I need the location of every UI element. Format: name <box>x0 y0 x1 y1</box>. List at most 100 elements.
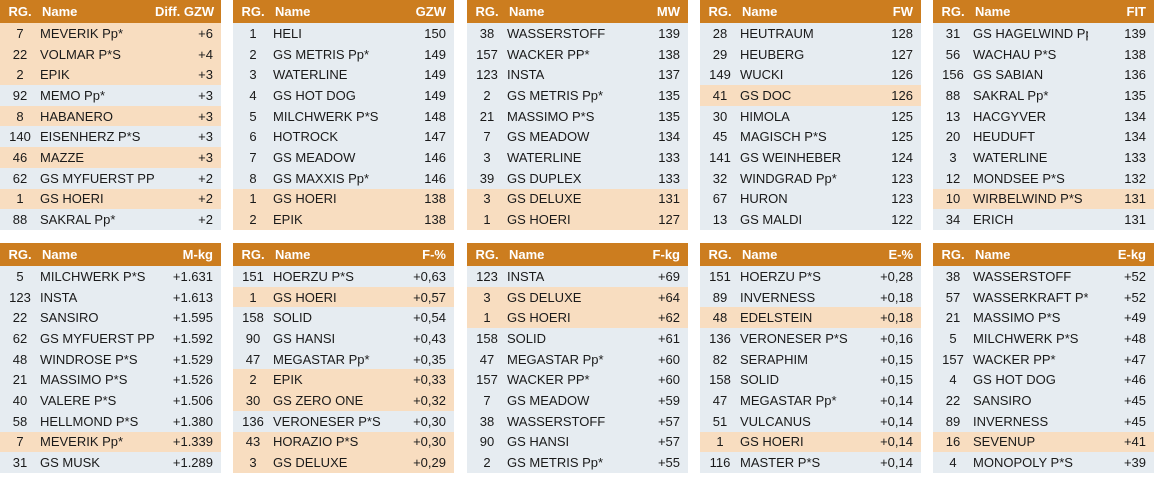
value-cell: 139 <box>622 23 688 44</box>
value-cell: 149 <box>388 43 454 65</box>
rank-cell: 21 <box>0 369 40 391</box>
table-row: 82 SERAPHIM +0,15 <box>700 348 921 370</box>
table-row: 10 WIRBELWIND P*S 131 <box>933 188 1154 210</box>
table-row: 92 MEMO Pp* +3 <box>0 85 221 106</box>
name-cell: GS HOERI <box>507 307 622 329</box>
rank-cell: 157 <box>933 348 973 370</box>
value-cell: 139 <box>1088 23 1154 44</box>
name-cell: SOLID <box>507 328 622 349</box>
rank-cell: 149 <box>700 64 740 86</box>
value-cell: 135 <box>622 105 688 127</box>
value-cell: +4 <box>155 43 221 65</box>
name-cell: WINDROSE P*S <box>40 348 155 370</box>
value-cell: +1.529 <box>155 348 221 370</box>
name-cell: HABANERO <box>40 105 155 127</box>
value-cell: +0,33 <box>388 369 454 391</box>
value-cell: 131 <box>1088 188 1154 210</box>
value-cell: +2 <box>155 167 221 189</box>
column-header-name: Name <box>507 0 622 23</box>
rank-cell: 22 <box>0 43 40 65</box>
ranking-table: RG. Name E-% 151 HOERZU P*S +0,28 89 INVERNESS +… <box>700 243 921 473</box>
table-row: 32 WINDGRAD Pp* 123 <box>700 167 921 189</box>
table-row: 123 INSTA 137 <box>467 64 688 86</box>
rank-cell: 3 <box>467 147 507 168</box>
table-row: 13 HACGYVER 134 <box>933 105 1154 127</box>
value-cell: +41 <box>1088 431 1154 453</box>
name-cell: GS METRIS Pp* <box>273 43 388 65</box>
column-header-rank: RG. <box>233 243 273 266</box>
name-cell: WACKER PP* <box>507 43 622 65</box>
name-cell: MILCHWERK P*S <box>40 266 155 287</box>
rank-cell: 57 <box>933 286 973 308</box>
value-cell: +0,57 <box>388 286 454 308</box>
value-cell: +0,15 <box>855 369 921 391</box>
name-cell: GS DELUXE <box>507 188 622 210</box>
table-row: 136 VERONESER P*S +0,16 <box>700 328 921 349</box>
value-cell: +3 <box>155 147 221 168</box>
table-row: 34 ERICH 131 <box>933 209 1154 230</box>
table-row: 46 MAZZE +3 <box>0 147 221 168</box>
table-header: RG. Name MW <box>467 0 688 23</box>
rank-cell: 47 <box>467 348 507 370</box>
column-header-rank: RG. <box>467 243 507 266</box>
table-row: 56 WACHAU P*S 138 <box>933 43 1154 65</box>
value-cell: +0,28 <box>855 266 921 287</box>
value-cell: +1.595 <box>155 307 221 329</box>
table-row: 5 MILCHWERK P*S +1.631 <box>0 266 221 287</box>
value-cell: 132 <box>1088 167 1154 189</box>
name-cell: HORAZIO P*S <box>273 431 388 453</box>
table-row: 8 GS MAXXIS Pp* 146 <box>233 167 454 189</box>
table-header: RG. Name F-% <box>233 243 454 266</box>
value-cell: 138 <box>388 188 454 210</box>
table-row: 158 SOLID +61 <box>467 328 688 349</box>
table-row: 57 WASSERKRAFT P*S +52 <box>933 286 1154 308</box>
name-cell: GS DELUXE <box>507 286 622 308</box>
column-header-rank: RG. <box>0 0 40 23</box>
table-row: 38 WASSERSTOFF 139 <box>467 23 688 44</box>
table-row: 2 EPIK +0,33 <box>233 369 454 391</box>
name-cell: INVERNESS <box>740 286 855 308</box>
name-cell: HELLMOND P*S <box>40 410 155 432</box>
table-row: 30 HIMOLA 125 <box>700 105 921 127</box>
value-cell: 124 <box>855 147 921 168</box>
table-row: 88 SAKRAL Pp* +2 <box>0 209 221 230</box>
table-row: 62 GS MYFUERST PP* +2 <box>0 167 221 189</box>
value-cell: +0,15 <box>855 348 921 370</box>
value-cell: 122 <box>855 209 921 230</box>
name-cell: WATERLINE <box>507 147 622 168</box>
column-header-value: F-kg <box>622 243 688 266</box>
column-header-name: Name <box>40 243 155 266</box>
name-cell: WASSERSTOFF <box>507 23 622 44</box>
name-cell: GS MYFUERST PP* <box>40 328 155 349</box>
value-cell: +0,14 <box>855 410 921 432</box>
value-cell: 126 <box>855 85 921 106</box>
column-header-value: GZW <box>388 0 454 23</box>
value-cell: 133 <box>622 147 688 168</box>
name-cell: WACKER PP* <box>507 369 622 391</box>
table-row: 2 GS METRIS Pp* +55 <box>467 452 688 473</box>
name-cell: MASSIMO P*S <box>973 307 1088 329</box>
table-row: 62 GS MYFUERST PP* +1.592 <box>0 328 221 349</box>
ranking-table: RG. Name FIT 31 GS HAGELWIND Pp* 139 56 WACHAU … <box>933 0 1154 230</box>
value-cell: 136 <box>1088 64 1154 86</box>
value-cell: 135 <box>622 85 688 106</box>
table-row: 3 WATERLINE 133 <box>467 147 688 168</box>
value-cell: +2 <box>155 209 221 230</box>
table-row: 20 HEUDUFT 134 <box>933 126 1154 148</box>
value-cell: +3 <box>155 126 221 148</box>
rank-cell: 13 <box>700 209 740 230</box>
table-body: 123 INSTA +69 3 GS DELUXE +64 1 GS HOERI +62 158 S… <box>467 266 688 473</box>
name-cell: SEVENUP <box>973 431 1088 453</box>
table-row: 58 HELLMOND P*S +1.380 <box>0 410 221 432</box>
table-row: 2 GS METRIS Pp* 149 <box>233 43 454 65</box>
value-cell: +1.526 <box>155 369 221 391</box>
value-cell: 150 <box>388 23 454 44</box>
table-row: 1 GS HOERI +62 <box>467 307 688 329</box>
ranking-table: RG. Name MW 38 WASSERSTOFF 139 157 WACKER PP* 13… <box>467 0 688 230</box>
rank-cell: 46 <box>0 147 40 168</box>
ranking-table: RG. Name M-kg 5 MILCHWERK P*S +1.631 123 INSTA +… <box>0 243 221 473</box>
name-cell: GS HOERI <box>507 209 622 230</box>
table-row: 39 GS DUPLEX 133 <box>467 167 688 189</box>
table-header: RG. Name E-% <box>700 243 921 266</box>
rank-cell: 47 <box>700 390 740 411</box>
